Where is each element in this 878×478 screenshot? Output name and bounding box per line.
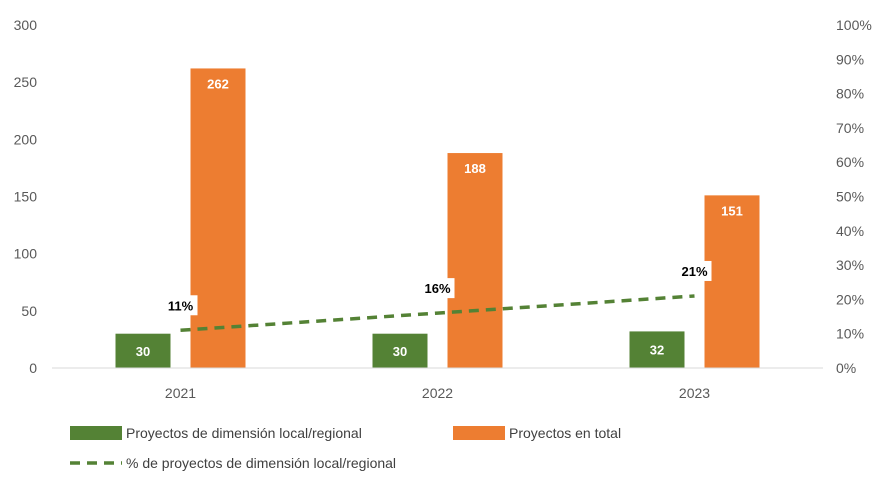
bar-local-regional [115, 333, 171, 368]
y-tick-label: 250 [14, 74, 38, 90]
percentage-data-label: 16% [424, 281, 450, 296]
y2-tick-label: 70% [836, 120, 864, 136]
legend-label-local: Proyectos de dimensión local/regional [126, 425, 362, 441]
y2-tick-label: 50% [836, 189, 864, 205]
y2-tick-label: 10% [836, 326, 864, 342]
bar-local-regional [372, 333, 428, 368]
bar-data-label: 262 [207, 76, 229, 91]
bar-data-label: 151 [721, 203, 743, 218]
y2-tick-label: 40% [836, 223, 864, 239]
x-tick-label: 2021 [165, 385, 196, 401]
legend-swatch-local [70, 426, 122, 440]
bar-total [190, 68, 246, 369]
y-tick-label: 150 [14, 189, 38, 205]
y-tick-label: 50 [21, 303, 37, 319]
bar-data-label: 188 [464, 161, 486, 176]
y-tick-label: 300 [14, 17, 38, 33]
legend-label-total: Proyectos en total [509, 425, 621, 441]
y-tick-label: 100 [14, 246, 38, 262]
y2-tick-label: 80% [836, 86, 864, 102]
x-tick-label: 2023 [679, 385, 710, 401]
x-tick-label: 2022 [422, 385, 453, 401]
bar-total [447, 153, 503, 368]
y2-tick-label: 60% [836, 154, 864, 170]
y2-tick-label: 100% [836, 17, 872, 33]
percentage-label-box [677, 260, 712, 281]
legend-swatch-total [453, 426, 505, 440]
percentage-label-box [420, 278, 455, 299]
y-tick-label: 0 [29, 360, 37, 376]
legend-label-line: % de proyectos de dimensión local/region… [126, 455, 396, 471]
bar-local-regional [629, 331, 685, 368]
bar-data-label: 30 [393, 344, 407, 359]
y2-tick-label: 20% [836, 291, 864, 307]
percentage-label-box [163, 295, 198, 316]
percentage-data-label: 21% [681, 264, 707, 279]
percentage-data-label: 11% [168, 298, 194, 313]
y2-tick-label: 30% [836, 257, 864, 273]
y-tick-label: 200 [14, 131, 38, 147]
bar-data-label: 30 [136, 344, 150, 359]
y2-tick-label: 90% [836, 51, 864, 67]
bar-data-label: 32 [650, 343, 664, 358]
y2-tick-label: 0% [836, 360, 856, 376]
percentage-line [180, 294, 695, 333]
bar-total [704, 195, 760, 368]
